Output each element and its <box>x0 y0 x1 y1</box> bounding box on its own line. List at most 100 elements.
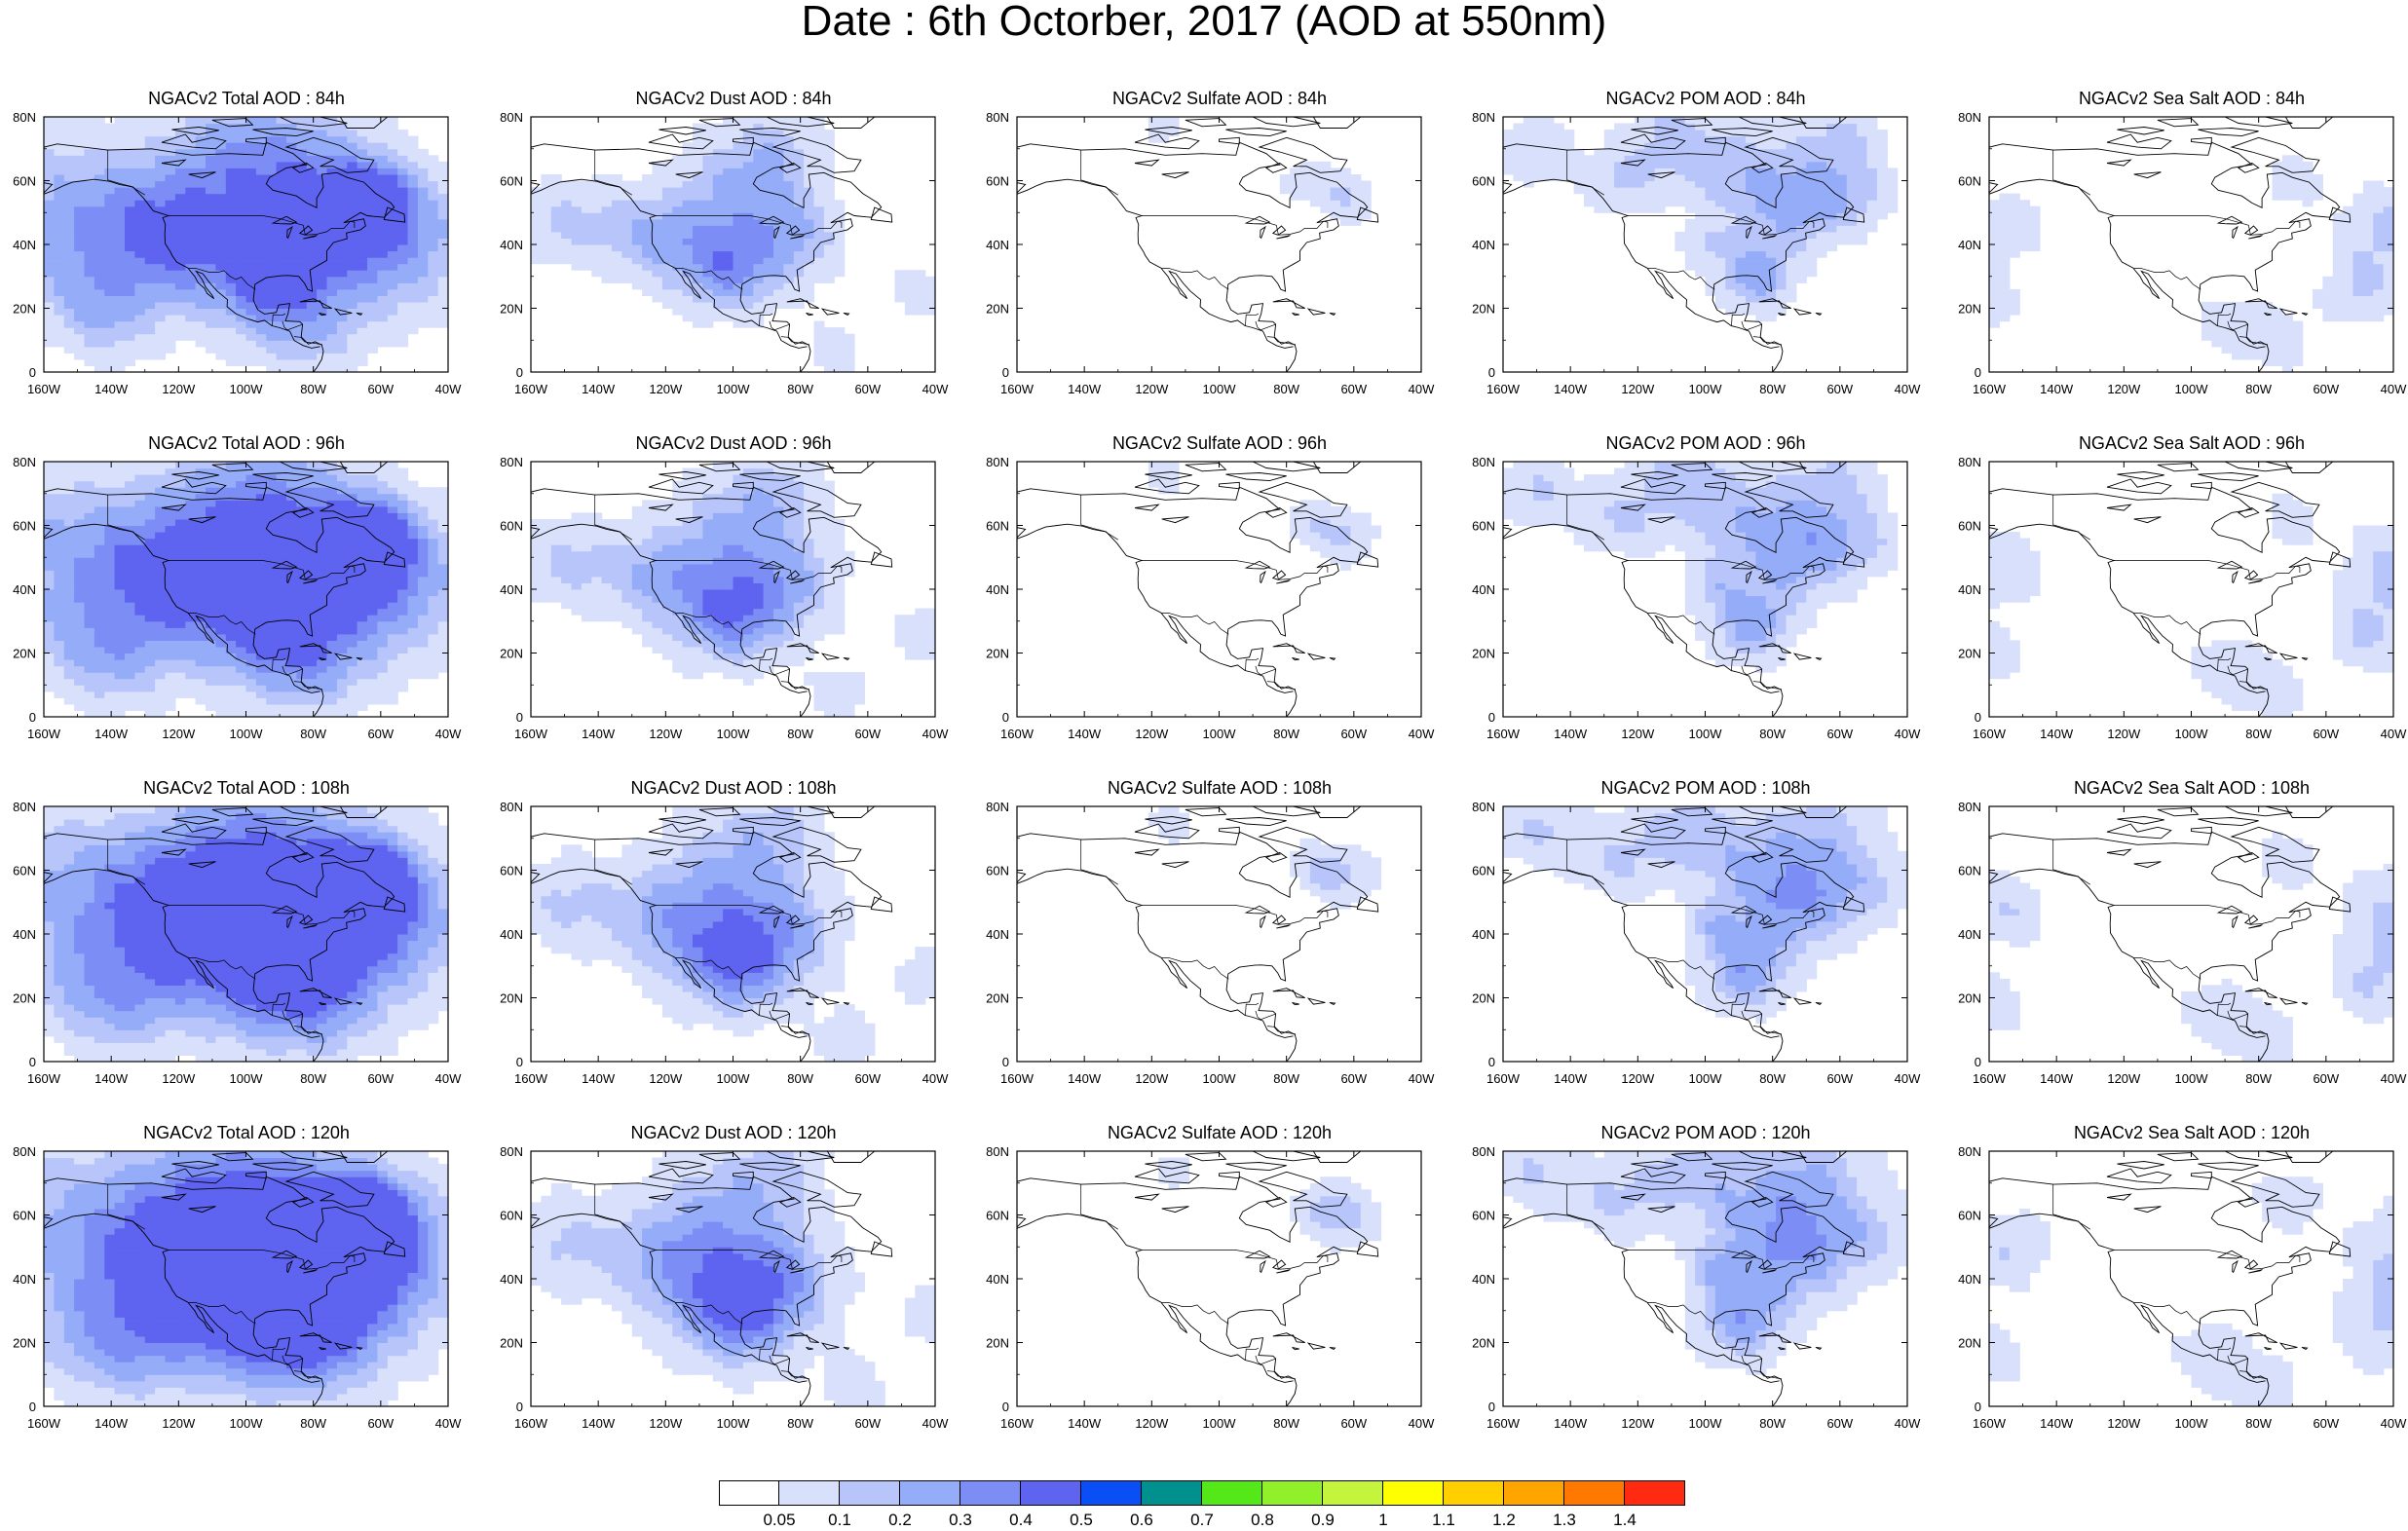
aod-cell <box>723 270 734 278</box>
aod-cell <box>642 257 654 265</box>
aod-cell <box>1695 270 1707 278</box>
aod-cell <box>1725 212 1737 220</box>
aod-cell <box>407 315 419 322</box>
aod-cell <box>1553 130 1564 137</box>
aod-cell <box>1806 238 1818 245</box>
aod-cell <box>1684 161 1696 168</box>
aod-cell <box>326 538 338 545</box>
aod-cell <box>2352 301 2364 309</box>
aod-cell <box>591 187 603 195</box>
aod-cell <box>712 148 724 156</box>
aod-cell <box>286 301 297 309</box>
aod-cell <box>336 487 348 495</box>
aod-cell <box>104 346 116 354</box>
aod-cell <box>1603 130 1615 137</box>
aod-cell <box>225 148 237 156</box>
aod-cell <box>347 301 358 309</box>
aod-cell <box>63 691 75 698</box>
aod-cell <box>255 238 267 245</box>
aod-cell <box>723 174 734 182</box>
aod-cell <box>347 117 358 125</box>
aod-cell <box>437 659 449 667</box>
country-borders <box>1080 150 1329 346</box>
aod-cell <box>1533 130 1545 137</box>
aod-cell <box>286 282 297 290</box>
aod-cell <box>541 225 552 233</box>
aod-cell <box>437 519 449 527</box>
aod-cell <box>924 288 936 296</box>
aod-cell <box>54 678 65 686</box>
aod-cell <box>377 205 389 213</box>
aod-cell <box>561 200 573 207</box>
aod-cell <box>2211 308 2223 316</box>
aod-cell <box>437 301 449 309</box>
aod-cell <box>225 218 237 226</box>
aod-cell <box>306 130 318 137</box>
aod-cell <box>84 697 95 705</box>
aod-cell <box>245 358 257 366</box>
aod-cell <box>236 493 247 501</box>
aod-cell <box>185 532 197 540</box>
aod-cell <box>255 257 267 265</box>
aod-cell <box>531 200 542 207</box>
aod-cell <box>1887 193 1899 201</box>
aod-cell <box>1563 142 1575 150</box>
aod-cell <box>417 665 429 673</box>
aod-cell <box>185 640 197 648</box>
aod-cell <box>397 595 409 603</box>
aod-cell <box>245 532 257 540</box>
aod-cell <box>397 238 409 245</box>
aod-cell <box>144 205 156 213</box>
aod-cell <box>114 225 126 233</box>
aod-cell <box>407 327 419 335</box>
aod-cell <box>1665 123 1675 131</box>
aod-cell <box>367 238 378 245</box>
aod-cell <box>682 301 694 309</box>
aod-cell <box>601 250 613 258</box>
aod-cell <box>437 212 449 220</box>
aod-cell <box>296 346 308 354</box>
aod-cell <box>753 117 765 125</box>
aod-cell <box>104 462 116 469</box>
aod-cell <box>377 320 389 328</box>
aod-cell <box>621 212 633 220</box>
aod-cell <box>1735 161 1747 168</box>
aod-cell <box>174 117 186 125</box>
aod-cell <box>742 142 754 150</box>
aod-cell <box>1634 193 1645 201</box>
aod-cell <box>276 710 287 718</box>
aod-cell <box>387 665 398 673</box>
aod-cell <box>1746 174 1756 182</box>
aod-cell <box>225 480 237 488</box>
aod-cell <box>612 187 622 195</box>
aod-cell <box>174 640 186 648</box>
aod-cell <box>2262 358 2274 366</box>
aod-cell <box>44 557 55 565</box>
aod-cell <box>357 550 368 558</box>
aod-cell <box>1735 301 1747 309</box>
aod-cell <box>581 225 592 233</box>
aod-cell <box>1705 244 1716 252</box>
aod-cell <box>144 276 156 283</box>
aod-cell <box>1695 174 1707 182</box>
aod-cell <box>44 301 55 309</box>
aod-cell <box>1634 148 1645 156</box>
aod-cell <box>125 659 135 667</box>
aod-cell <box>94 320 105 328</box>
aod-cell <box>428 244 439 252</box>
aod-cell <box>357 640 368 648</box>
aod-cell <box>387 505 398 513</box>
aod-cell <box>682 200 694 207</box>
aod-cell <box>225 193 237 201</box>
aod-cell <box>367 519 378 527</box>
aod-cell <box>804 212 815 220</box>
aod-cell <box>2009 193 2020 201</box>
aod-cell <box>266 168 278 175</box>
aod-cell <box>804 238 815 245</box>
aod-cell <box>266 500 278 507</box>
aod-cell <box>266 525 278 533</box>
aod-cell <box>266 480 278 488</box>
aod-cell <box>296 467 308 475</box>
aod-cell <box>1857 193 1868 201</box>
aod-cell <box>185 615 197 622</box>
